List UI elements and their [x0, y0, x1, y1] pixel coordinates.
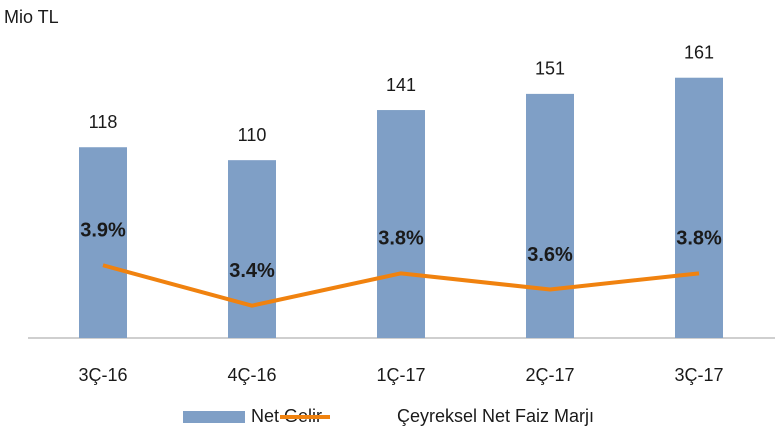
- bar: [228, 160, 276, 338]
- x-tick-label: 2Ç-17: [525, 365, 574, 385]
- bar-value-label: 151: [535, 59, 565, 79]
- x-tick-label: 3Ç-17: [674, 365, 723, 385]
- line-value-label: 3.8%: [378, 228, 424, 250]
- bar: [675, 77, 723, 338]
- bar-value-label: 141: [386, 75, 416, 95]
- bar-value-label: 118: [89, 112, 118, 132]
- legend-label: Çeyreksel Net Faiz Marjı: [397, 406, 594, 426]
- x-tick-label: 3Ç-16: [78, 365, 127, 385]
- y-axis-label: Mio TL: [4, 7, 59, 27]
- x-tick-label: 4Ç-16: [227, 365, 276, 385]
- bar: [526, 93, 574, 338]
- line-value-label: 3.4%: [229, 260, 275, 282]
- line-value-label: 3.9%: [80, 220, 126, 242]
- line-value-label: 3.6%: [527, 244, 573, 266]
- legend-swatch: [183, 411, 245, 423]
- x-tick-label: 1Ç-17: [376, 365, 425, 385]
- bar: [377, 110, 425, 338]
- line-value-label: 3.8%: [676, 228, 722, 250]
- bar: [79, 147, 127, 338]
- line: [102, 263, 700, 308]
- bar-value-label: 161: [684, 42, 714, 62]
- bar-value-label: 110: [238, 125, 267, 145]
